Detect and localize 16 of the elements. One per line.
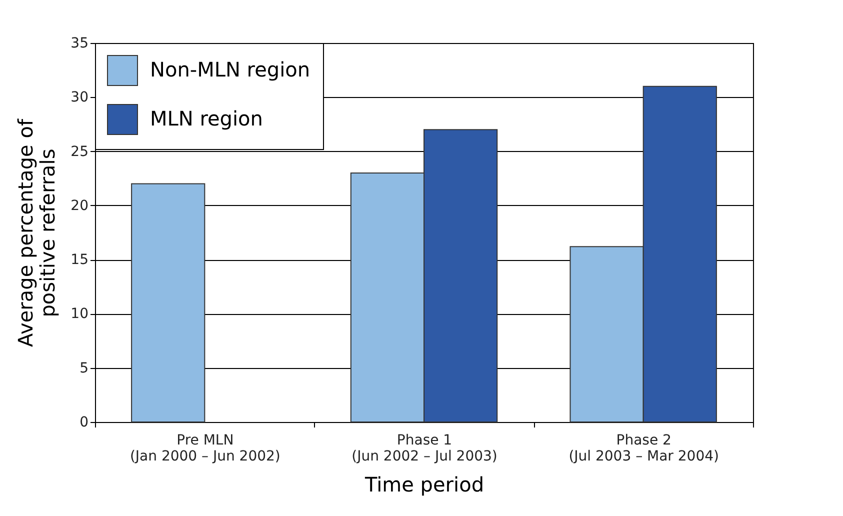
y-tick-label: 0 (80, 414, 88, 430)
x-tick-label: Pre MLN (Jan 2000 – Jun 2002) (130, 432, 280, 464)
y-tick-label: 5 (80, 360, 88, 376)
legend-label: Non-MLN region (150, 58, 310, 82)
y-tick-label: 10 (70, 306, 88, 322)
y-tick-label: 20 (70, 198, 88, 214)
y-tick-label: 35 (70, 36, 88, 52)
legend-label: MLN region (150, 106, 263, 130)
x-tick-label: Phase 1 (Jun 2002 – Jul 2003) (352, 432, 498, 464)
x-tick-label: Phase 2 (Jul 2003 – Mar 2004) (568, 432, 719, 464)
y-tick-label: 30 (70, 90, 88, 106)
y-tick-label: 15 (70, 252, 88, 268)
y-tick-label: 25 (70, 144, 88, 160)
x-axis-title: Time period (364, 472, 484, 496)
y-axis-title: Average percentage of positive referrals (14, 118, 60, 347)
bar (131, 183, 206, 422)
